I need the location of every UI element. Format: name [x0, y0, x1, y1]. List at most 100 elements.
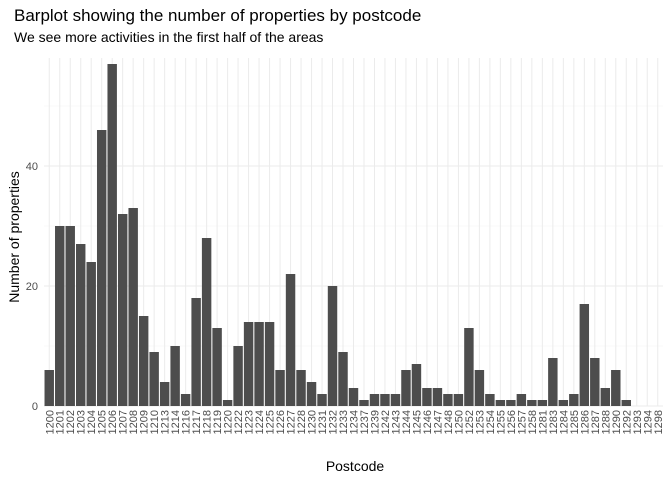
x-tick-label: 1281 — [537, 410, 549, 434]
bar — [506, 400, 516, 406]
x-tick-label: 1292 — [621, 410, 633, 434]
x-tick-label: 1237 — [359, 410, 371, 434]
bar — [569, 394, 579, 406]
bar — [579, 304, 590, 406]
bar — [170, 346, 180, 406]
x-tick-label: 1253 — [474, 410, 486, 434]
x-tick-label: 1224 — [254, 410, 266, 434]
bar — [485, 394, 495, 406]
bar — [590, 358, 600, 406]
x-tick-label: 1216 — [181, 410, 193, 434]
bar — [359, 400, 369, 406]
x-tick-label: 1227 — [286, 410, 298, 434]
x-tick-label: 1242 — [380, 410, 392, 434]
x-tick-label: 1248 — [443, 410, 455, 434]
x-tick-label: 1225 — [265, 410, 277, 434]
bar — [180, 394, 191, 406]
bar — [558, 400, 569, 406]
x-tick-label: 1244 — [401, 410, 413, 434]
x-tick-label: 1290 — [611, 410, 623, 434]
x-tick-label: 1210 — [149, 410, 161, 434]
x-tick-label: 1245 — [411, 410, 423, 434]
bar — [285, 274, 296, 406]
x-tick-label: 1223 — [244, 410, 256, 434]
bar — [411, 364, 422, 406]
x-tick-label: 1285 — [569, 410, 581, 434]
x-tick-label: 1209 — [139, 410, 151, 434]
x-tick-label: 1258 — [527, 410, 539, 434]
x-tick-label: 1288 — [600, 410, 612, 434]
bar — [338, 352, 348, 406]
x-tick-label: 1219 — [212, 410, 224, 434]
bar — [159, 382, 170, 406]
bar — [611, 370, 621, 406]
x-tick-label: 1239 — [369, 410, 381, 434]
y-tick-label: 20 — [26, 281, 38, 293]
x-tick-label: 1222 — [233, 410, 245, 434]
y-tick-label: 0 — [32, 401, 38, 413]
x-tick-label: 1205 — [97, 410, 109, 434]
bar — [401, 370, 411, 406]
x-tick-label: 1213 — [160, 410, 172, 434]
bar — [537, 400, 548, 406]
x-tick-label: 1234 — [349, 410, 361, 434]
x-tick-label: 1200 — [44, 410, 56, 434]
bar — [495, 400, 506, 406]
x-tick-label: 1217 — [191, 410, 203, 434]
x-tick-label: 1230 — [307, 410, 319, 434]
x-tick-label: 1246 — [422, 410, 434, 434]
x-tick-label: 1250 — [453, 410, 465, 434]
x-tick-label: 1252 — [464, 410, 476, 434]
bar — [432, 388, 443, 406]
x-tick-label: 1226 — [275, 410, 287, 434]
x-tick-label: 1218 — [202, 410, 214, 434]
bars — [44, 64, 631, 406]
x-tick-label: 1294 — [642, 410, 654, 434]
bar — [516, 394, 527, 406]
bar — [212, 328, 222, 406]
x-tick-label: 1206 — [107, 410, 119, 434]
bar — [621, 400, 631, 406]
x-tick-label: 1243 — [390, 410, 402, 434]
x-tick-label: 1204 — [86, 410, 98, 434]
bar — [380, 394, 390, 406]
x-tick-label: 1257 — [516, 410, 528, 434]
bar — [76, 244, 86, 406]
x-tick-label: 1214 — [170, 410, 182, 434]
bar — [149, 352, 159, 406]
bar — [138, 316, 149, 406]
y-axis-ticks: 0 20 40 — [26, 161, 38, 413]
x-axis-ticks: 1200120112021203120412051206120712081209… — [44, 410, 665, 434]
bar — [117, 214, 128, 406]
bar — [327, 286, 338, 406]
x-tick-label: 1293 — [632, 410, 644, 434]
bar — [317, 394, 327, 406]
x-tick-label: 1283 — [548, 410, 560, 434]
bar — [254, 322, 264, 406]
bar — [65, 226, 75, 406]
bar — [86, 262, 96, 406]
y-axis-title: Number of properties — [6, 171, 22, 303]
x-tick-label: 1287 — [590, 410, 602, 434]
x-tick-label: 1247 — [432, 410, 444, 434]
x-tick-label: 1255 — [495, 410, 507, 434]
bar — [422, 388, 432, 406]
x-tick-label: 1286 — [579, 410, 591, 434]
chart-title: Barplot showing the number of properties… — [14, 6, 421, 25]
x-tick-label: 1233 — [338, 410, 350, 434]
bar — [474, 370, 485, 406]
x-tick-label: 1208 — [128, 410, 140, 434]
x-tick-label: 1231 — [317, 410, 329, 434]
x-tick-label: 1256 — [506, 410, 518, 434]
chart-subtitle: We see more activities in the first half… — [14, 29, 323, 45]
bar — [264, 322, 275, 406]
bar — [348, 388, 359, 406]
bar — [443, 394, 453, 406]
y-tick-label: 40 — [26, 161, 38, 173]
bar — [453, 394, 464, 406]
bar — [201, 238, 212, 406]
x-tick-label: 1207 — [118, 410, 130, 434]
bar — [548, 358, 558, 406]
x-tick-label: 1220 — [223, 410, 235, 434]
bar — [96, 130, 107, 406]
